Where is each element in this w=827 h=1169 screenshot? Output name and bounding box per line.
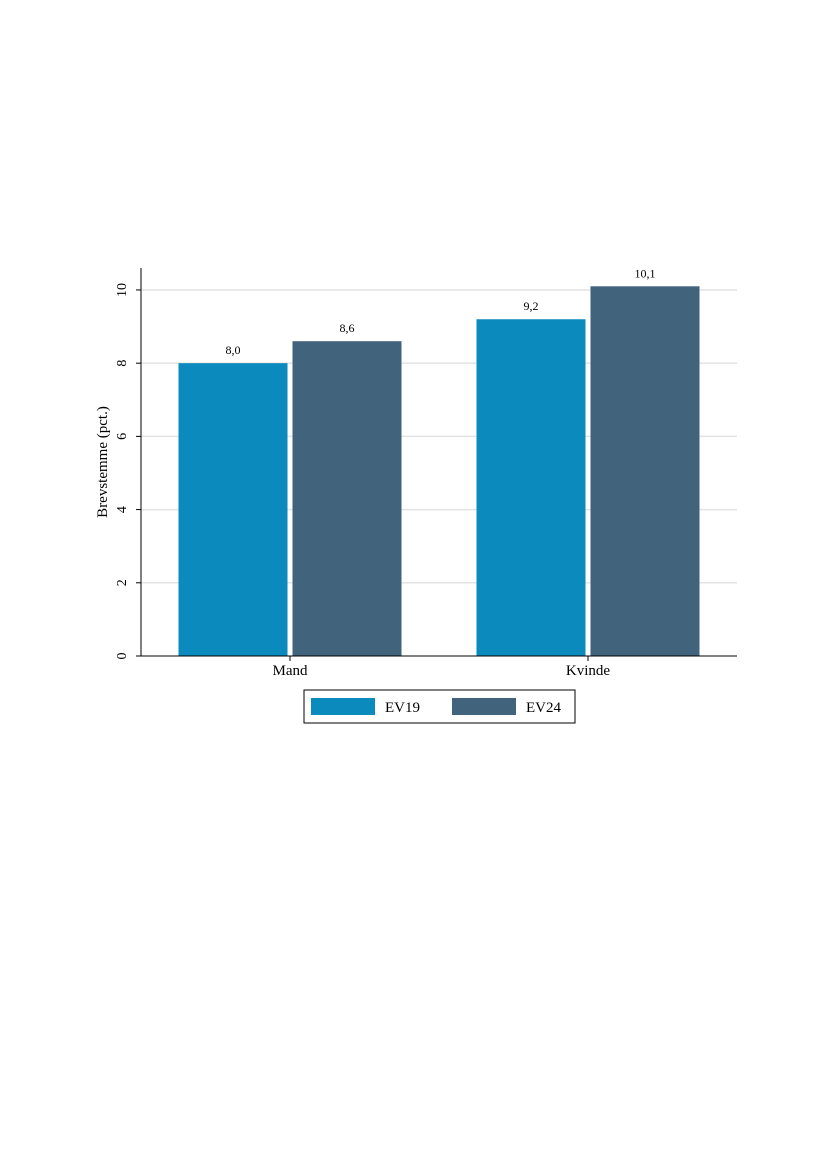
legend: EV19 EV24: [303, 689, 576, 724]
y-axis-title: Brevstemme (pct.): [95, 406, 111, 518]
legend-swatch-ev24: [452, 698, 516, 715]
bar-ev24-kvinde: [590, 286, 700, 656]
category-labels: Mand Kvinde: [273, 656, 611, 679]
x-tick-label: Kvinde: [566, 663, 611, 679]
y-tick-label: 8: [115, 360, 130, 367]
x-tick-label: Mand: [273, 663, 308, 679]
y-tick-label: 0: [115, 653, 130, 660]
value-label: 9,2: [524, 299, 539, 313]
value-labels: 8,0 8,6 9,2 10,1: [226, 266, 656, 357]
legend-box: [303, 689, 576, 724]
y-tick-label: 4: [115, 506, 130, 513]
y-tick-label: 6: [115, 433, 130, 440]
legend-label-ev19: EV19: [385, 700, 420, 716]
bar-ev19-mand: [178, 363, 288, 656]
value-label: 8,0: [226, 343, 241, 357]
axes: [140, 268, 737, 657]
legend-swatch-ev19: [311, 698, 375, 715]
y-tick-label: 2: [115, 579, 130, 586]
bars: [178, 286, 700, 656]
y-tick-label: 10: [115, 283, 130, 297]
legend-label-ev24: EV24: [526, 700, 561, 716]
value-label: 8,6: [340, 321, 355, 335]
bar-ev19-kvinde: [476, 319, 586, 656]
y-ticks: 0 2 4 6 8 10: [115, 283, 141, 660]
value-label: 10,1: [635, 266, 656, 280]
bar-ev24-mand: [292, 341, 402, 656]
